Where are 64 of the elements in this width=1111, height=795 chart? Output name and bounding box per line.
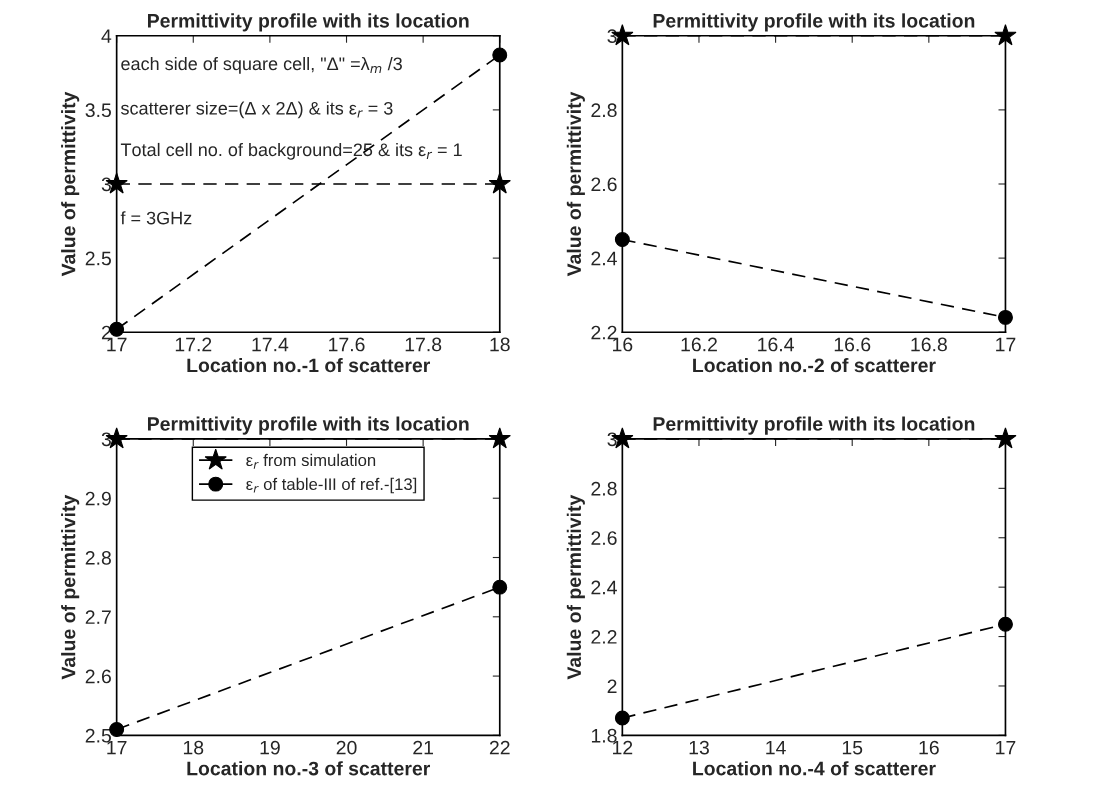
x-tick-label: 16.2 <box>681 337 717 352</box>
y-tick-label: 2.8 <box>591 481 617 496</box>
legend-label: ε$_{r}$ from simulation <box>246 453 376 469</box>
x-tick-label: 17.8 <box>405 337 442 352</box>
x-tick-label: 16.4 <box>758 337 794 352</box>
chart-title: Permittivity profile with its location <box>148 416 469 435</box>
legend-label: ε$_{r}$ of table-III of ref.-[13] <box>246 477 417 494</box>
y-tick-label: 2.5 <box>85 251 111 266</box>
y-tick-label: 2.6 <box>591 531 617 545</box>
y-axis-title: Value of permittivity <box>566 91 585 277</box>
x-tick-label: 20 <box>336 740 357 755</box>
x-tick-label: 17.4 <box>252 337 289 352</box>
x-tick-label: 18 <box>183 740 204 755</box>
y-tick-label: 2.9 <box>85 491 111 506</box>
y-tick-label: 3 <box>101 177 111 192</box>
y-tick-label: 2.6 <box>85 669 111 684</box>
y-tick-label: 2.4 <box>591 251 617 266</box>
y-tick-label: 2 <box>607 679 617 694</box>
chart-title: Permittivity profile with its location <box>148 13 469 32</box>
x-tick-label: 17 <box>107 740 127 755</box>
x-tick-label: 17 <box>996 337 1016 352</box>
x-axis-title: Location no.-4 of scatterer <box>693 761 936 776</box>
annotation: each side of square cell, "Δ" =λ$_{m}$ /3 <box>121 56 402 74</box>
x-tick-label: 17 <box>996 740 1016 755</box>
y-axis-title: Value of permittivity <box>61 91 80 277</box>
point <box>997 309 1013 325</box>
x-tick-label: 22 <box>489 740 510 755</box>
point <box>994 427 1017 449</box>
chart-title: Permittivity profile with its location <box>653 13 975 32</box>
y-tick-label: 4 <box>101 29 112 43</box>
x-axis-title: Location no.-1 of scatterer <box>187 357 431 373</box>
x-tick-label: 18 <box>490 337 510 352</box>
y-tick-label: 2.5 <box>85 728 111 743</box>
x-tick-label: 17.2 <box>175 337 212 352</box>
y-tick-label: 2.8 <box>591 103 617 118</box>
x-tick-label: 16 <box>919 740 939 755</box>
y-axis-title: Value of permittivity <box>61 494 80 680</box>
y-tick-label: 3.5 <box>85 103 111 118</box>
point <box>614 710 630 726</box>
x-tick-label: 16.6 <box>834 337 871 352</box>
x-axis-title: Location no.-2 of scatterer <box>693 357 936 373</box>
x-tick-label: 21 <box>413 740 433 755</box>
x-tick-label: 19 <box>260 740 280 755</box>
annotation: Total cell no. of background=25 & its ε$_{r}$ = 1 <box>120 142 462 160</box>
y-tick-label: 3 <box>607 29 617 44</box>
annotation: f = 3GHz <box>120 211 192 225</box>
x-axis-title: Location no.-3 of scatterer <box>187 761 431 776</box>
x-tick-label: 17.6 <box>329 337 365 352</box>
point <box>997 616 1013 632</box>
y-tick-label: 2.6 <box>591 177 617 192</box>
y-tick-label: 3 <box>101 432 111 447</box>
x-tick-label: 13 <box>689 740 709 755</box>
y-axis-title: Value of permittivity <box>566 494 585 680</box>
x-tick-label: 15 <box>842 740 863 755</box>
x-tick-label: 14 <box>766 740 786 755</box>
point <box>614 232 630 248</box>
y-tick-label: 2.8 <box>85 550 111 565</box>
y-tick-label: 2.4 <box>591 580 617 595</box>
chart-title: Permittivity profile with its location <box>653 416 975 435</box>
point <box>994 24 1017 46</box>
annotation: scatterer size=(Δ x 2Δ) & its ε$_{r}$ = 3 <box>120 101 393 119</box>
x-tick-label: 16.8 <box>911 337 947 352</box>
y-tick-label: 2.7 <box>85 610 111 624</box>
y-tick-label: 2.2 <box>591 630 617 644</box>
